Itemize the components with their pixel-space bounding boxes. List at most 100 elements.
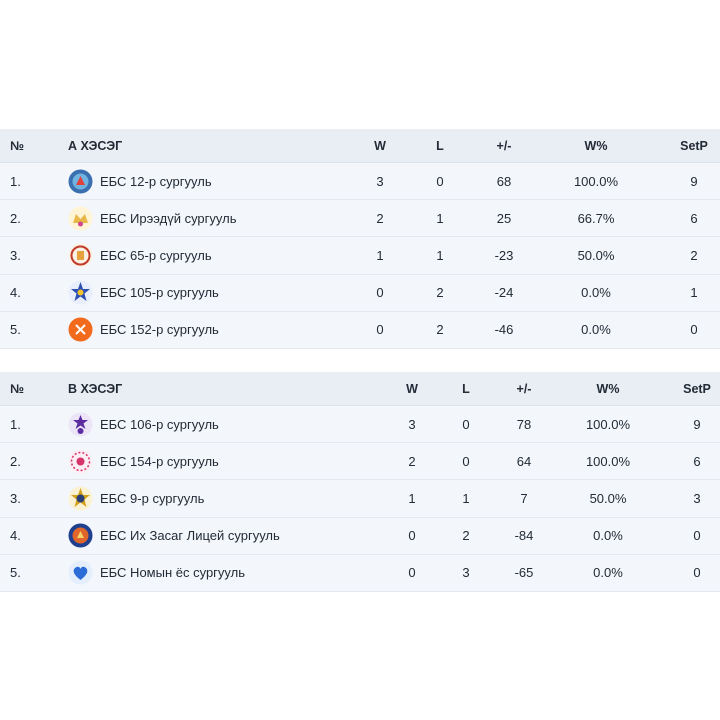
losses-header[interactable]: L [436,138,444,153]
point-diff: 64 [516,453,532,469]
win-percent-header[interactable]: W% [584,138,608,153]
group-title: В ХЭСЭГ [68,381,123,396]
table-row[interactable]: 4. ЕБС 105-р сургууль 0 2 -24 0.0% 1 [0,274,720,312]
set-points: 1 [690,285,698,301]
rank: 3. [10,490,21,506]
wins: 0 [376,285,384,301]
rank: 4. [10,285,21,301]
rank-header: № [10,138,24,153]
losses: 1 [436,210,444,226]
table-row[interactable]: 5. ЕБС Номын ёс сургууль 0 3 -65 0.0% 0 [0,554,720,592]
team-cell[interactable]: ЕБС 65-р сургууль [68,237,212,273]
point-diff: 25 [496,210,512,226]
losses: 2 [462,528,470,544]
point-diff: -24 [494,285,514,301]
set-points: 6 [690,210,698,226]
table-row[interactable]: 4. ЕБС Их Засаг Лицей сургууль 0 2 -84 0… [0,517,720,555]
school-65-logo-icon [68,243,93,268]
team-cell[interactable]: ЕБС Их Засаг Лицей сургууль [68,518,280,554]
rank: 2. [10,453,21,469]
point-diff: -23 [494,247,514,263]
point-diff: -84 [514,528,534,544]
win-percent: 0.0% [593,565,623,581]
losses: 1 [462,490,470,506]
table-header-row: № А ХЭСЭГ W L +/- W% SetP [0,129,720,163]
school-105-logo-icon [68,280,93,305]
team-cell[interactable]: ЕБС 9-р сургууль [68,480,204,516]
set-points: 3 [693,490,701,506]
point-diff: 7 [520,490,528,506]
rank: 2. [10,210,21,226]
rank: 4. [10,528,21,544]
rank: 5. [10,322,21,338]
ikh-zasag-lyceum-logo-icon [68,523,93,548]
school-152-logo-icon [68,317,93,342]
set-points-header[interactable]: SetP [683,381,711,396]
losses: 0 [462,453,470,469]
losses-header[interactable]: L [462,381,470,396]
table-row[interactable]: 1. ЕБС 106-р сургууль 3 0 78 100.0% 9 [0,406,720,444]
rank: 1. [10,173,21,189]
table-row[interactable]: 5. ЕБС 152-р сургууль 0 2 -46 0.0% 0 [0,311,720,349]
team-name[interactable]: ЕБС 106-р сургууль [100,416,219,432]
team-name[interactable]: ЕБС 154-р сургууль [100,453,219,469]
team-cell[interactable]: ЕБС Номын ёс сургууль [68,555,245,591]
team-name[interactable]: ЕБС 65-р сургууль [100,247,212,263]
win-percent: 100.0% [585,453,631,469]
table-row[interactable]: 2. ЕБС 154-р сургууль 2 0 64 100.0% 6 [0,443,720,481]
team-name[interactable]: ЕБС 12-р сургууль [100,173,212,189]
win-percent: 100.0% [573,173,619,189]
wins-header[interactable]: W [374,138,386,153]
team-name[interactable]: ЕБС Их Засаг Лицей сургууль [100,528,280,544]
set-points: 0 [693,528,701,544]
ireedui-school-logo-icon [68,206,93,231]
point-diff: -46 [494,322,514,338]
table-row[interactable]: 2. ЕБС Ирээдүй сургууль 2 1 25 66.7% 6 [0,200,720,238]
set-points: 2 [690,247,698,263]
nomyn-yos-school-logo-icon [68,560,93,585]
set-points-header[interactable]: SetP [680,138,708,153]
point-diff-header[interactable]: +/- [516,381,532,396]
rank: 3. [10,247,21,263]
wins: 2 [376,210,384,226]
team-cell[interactable]: ЕБС 105-р сургууль [68,275,219,311]
set-points: 6 [693,453,701,469]
rank: 1. [10,416,21,432]
team-cell[interactable]: ЕБС 152-р сургууль [68,312,219,348]
team-cell[interactable]: ЕБС 106-р сургууль [68,406,219,442]
win-percent-header[interactable]: W% [596,381,620,396]
team-name[interactable]: ЕБС 152-р сургууль [100,322,219,338]
wins: 1 [408,490,416,506]
group-b-standings-table: № В ХЭСЭГ W L +/- W% SetP 1. ЕБС 106-р с… [0,372,720,592]
team-cell[interactable]: ЕБС Ирээдүй сургууль [68,200,236,236]
wins: 0 [408,528,416,544]
team-name[interactable]: ЕБС Номын ёс сургууль [100,565,245,581]
team-name[interactable]: ЕБС Ирээдүй сургууль [100,210,237,226]
wins-header[interactable]: W [406,381,418,396]
losses: 0 [462,416,470,432]
losses: 2 [436,322,444,338]
team-cell[interactable]: ЕБС 154-р сургууль [68,443,219,479]
win-percent: 0.0% [581,322,611,338]
wins: 0 [376,322,384,338]
table-row[interactable]: 3. ЕБС 65-р сургууль 1 1 -23 50.0% 2 [0,237,720,275]
point-diff: -65 [514,565,534,581]
team-name[interactable]: ЕБС 9-р сургууль [100,490,205,506]
set-points: 0 [693,565,701,581]
point-diff: 68 [496,173,512,189]
win-percent: 50.0% [577,247,615,263]
group-a-standings-table: № А ХЭСЭГ W L +/- W% SetP 1. ЕБС 12-р су… [0,129,720,349]
wins: 2 [408,453,416,469]
rank-header: № [10,381,24,396]
win-percent: 0.0% [593,528,623,544]
wins: 3 [376,173,384,189]
team-cell[interactable]: ЕБС 12-р сургууль [68,163,212,199]
team-name[interactable]: ЕБС 105-р сургууль [100,285,219,301]
table-row[interactable]: 3. ЕБС 9-р сургууль 1 1 7 50.0% 3 [0,480,720,518]
group-title: А ХЭСЭГ [68,138,123,153]
table-row[interactable]: 1. ЕБС 12-р сургууль 3 0 68 100.0% 9 [0,163,720,201]
losses: 2 [436,285,444,301]
rank: 5. [10,565,21,581]
school-106-logo-icon [68,412,93,437]
point-diff-header[interactable]: +/- [496,138,512,153]
